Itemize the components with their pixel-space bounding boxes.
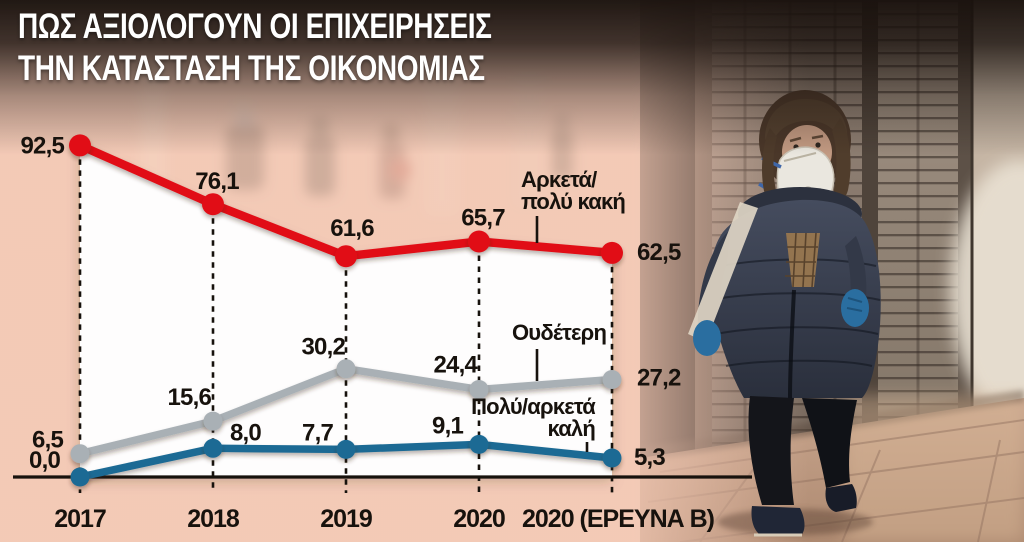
data-point-neutral bbox=[203, 411, 223, 431]
x-tick-label: 2020 bbox=[453, 505, 505, 533]
legend-label-bad: πολύ κακή bbox=[521, 189, 625, 214]
value-label-bad: 61,6 bbox=[330, 215, 374, 242]
value-label-bad: 92,5 bbox=[20, 132, 64, 159]
x-tick-label: 2018 bbox=[187, 505, 240, 533]
pant-leg-back bbox=[802, 398, 857, 488]
value-label-good: 9,1 bbox=[432, 412, 463, 439]
value-label-bad: 65,7 bbox=[461, 205, 505, 232]
value-label-good: 0,0 bbox=[29, 447, 60, 474]
chart-title-line1: ΠΩΣ ΑΞΙΟΛΟΓΟΥΝ ΟΙ ΕΠΙΧΕΙΡΗΣΕΙΣ bbox=[18, 7, 492, 46]
value-label-neutral: 27,2 bbox=[637, 365, 681, 392]
legend-label-good: καλή bbox=[547, 416, 595, 441]
data-point-bad bbox=[69, 134, 91, 157]
woman-figure bbox=[688, 90, 881, 537]
data-point-good bbox=[336, 439, 356, 459]
value-label-neutral: 6,5 bbox=[32, 427, 63, 454]
value-label-good: 7,7 bbox=[302, 419, 333, 446]
data-point-good bbox=[203, 438, 223, 458]
x-tick-label: 2020 (ΕΡΕΥΝΑ Β) bbox=[522, 505, 715, 533]
data-point-bad bbox=[601, 241, 623, 264]
x-tick-label: 2017 bbox=[54, 505, 106, 533]
headline-shade bbox=[0, 0, 1024, 155]
value-label-bad: 62,5 bbox=[637, 239, 681, 266]
data-point-neutral bbox=[336, 359, 356, 379]
data-point-neutral bbox=[70, 444, 90, 464]
legend-label-good: Πολύ/αρκετά bbox=[471, 394, 596, 419]
legend-label-neutral: Ουδέτερη bbox=[512, 320, 606, 345]
data-point-good bbox=[602, 448, 622, 468]
data-point-good bbox=[70, 467, 90, 487]
data-point-bad bbox=[335, 245, 357, 268]
legend-label-bad: Αρκετά/ bbox=[521, 167, 597, 192]
scarf-plaid-lines bbox=[785, 232, 818, 288]
window-reflection bbox=[950, 160, 1024, 420]
x-tick-label: 2019 bbox=[320, 505, 372, 533]
value-label-neutral: 15,6 bbox=[167, 384, 211, 411]
chart-title: ΠΩΣ ΑΞΙΟΛΟΓΟΥΝ ΟΙ ΕΠΙΧΕΙΡΗΣΕΙΣ ΤΗΝ ΚΑΤΑΣ… bbox=[18, 6, 492, 90]
data-point-neutral bbox=[602, 370, 622, 389]
data-point-neutral bbox=[469, 380, 489, 399]
chart-title-line2: ΤΗΝ ΚΑΤΑΣΤΑΣΗ ΤΗΣ ΟΙΚΟΝΟΜΙΑΣ bbox=[18, 49, 485, 88]
value-label-neutral: 24,4 bbox=[433, 352, 478, 379]
data-point-good bbox=[469, 434, 489, 454]
shoe-front bbox=[751, 506, 805, 536]
data-point-bad bbox=[468, 230, 490, 253]
value-label-good: 5,3 bbox=[634, 444, 665, 471]
value-label-bad: 76,1 bbox=[195, 168, 239, 195]
shoe-back bbox=[825, 484, 857, 512]
glove-left bbox=[693, 320, 721, 356]
bag-strap bbox=[688, 202, 758, 342]
value-label-good: 8,0 bbox=[230, 419, 261, 446]
pant-leg-front bbox=[748, 396, 794, 505]
value-label-neutral: 30,2 bbox=[301, 334, 345, 361]
data-point-bad bbox=[202, 193, 224, 216]
